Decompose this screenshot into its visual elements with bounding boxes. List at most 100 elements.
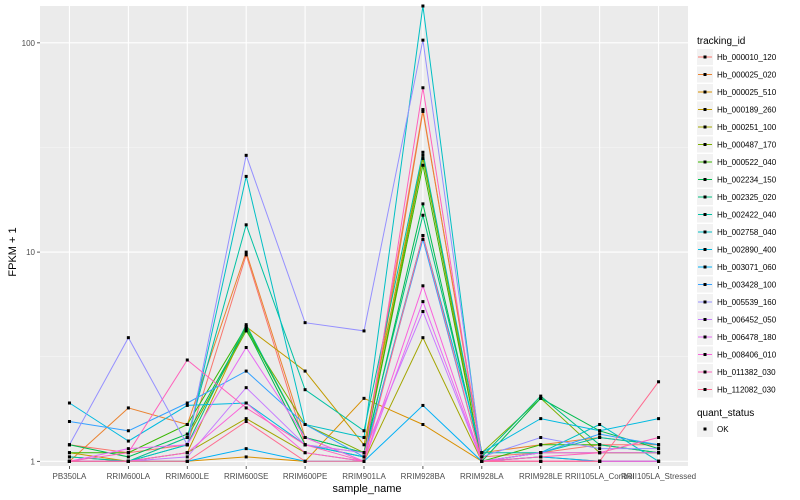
data-point	[244, 455, 248, 459]
data-point	[362, 451, 366, 455]
x-tick-label: RRII105LA_Control	[565, 472, 635, 481]
data-point	[126, 459, 130, 463]
legend-title: tracking_id	[697, 36, 745, 47]
legend-key-point	[703, 160, 707, 164]
legend-item-label: Hb_002758_040	[717, 228, 777, 237]
data-point	[657, 447, 661, 451]
data-point	[362, 459, 366, 463]
data-point	[657, 380, 661, 384]
data-point	[421, 403, 425, 407]
data-point	[244, 417, 248, 421]
data-point	[362, 429, 366, 433]
legend-item-label: Hb_000025_510	[717, 88, 777, 97]
x-tick-label: RRIM928BA	[401, 472, 446, 481]
legend-item-label: Hb_002234_150	[717, 176, 777, 185]
x-tick-label: PB350LA	[53, 472, 87, 481]
legend-key-point	[703, 178, 707, 181]
y-tick-label: 10	[26, 248, 35, 257]
data-point	[67, 459, 71, 463]
legend-item-label: Hb_005539_160	[717, 298, 777, 307]
data-point	[362, 435, 366, 439]
axes: 1 10 100 PB350LA RRIM600LA RRIM600LE RRIM600SE…	[22, 39, 696, 481]
data-point	[362, 329, 366, 333]
data-point	[67, 443, 71, 447]
data-point	[303, 321, 307, 325]
data-point	[126, 447, 130, 451]
data-point	[598, 432, 602, 436]
data-point	[244, 420, 248, 424]
data-point	[362, 455, 366, 459]
x-tick-label: RRIM928LA	[460, 472, 504, 481]
data-point	[185, 435, 189, 439]
legend-key-point	[703, 300, 707, 304]
x-axis-title: sample_name	[332, 483, 401, 495]
data-point	[421, 284, 425, 288]
legend-item-label: Hb_112082_030	[717, 386, 776, 395]
data-point	[126, 455, 130, 459]
legend-key-point	[703, 318, 707, 321]
data-point	[421, 150, 425, 154]
data-point	[244, 329, 248, 333]
data-point	[598, 435, 602, 439]
data-point	[421, 153, 425, 157]
data-point	[67, 455, 71, 459]
data-point	[303, 422, 307, 426]
data-point	[126, 406, 130, 410]
data-point	[421, 157, 425, 161]
data-point	[185, 422, 189, 426]
data-point	[244, 386, 248, 390]
x-tick-label: RRIM600PE	[283, 472, 327, 481]
data-point	[244, 327, 248, 331]
x-tick-label: RRIM600LA	[107, 472, 151, 481]
data-point	[598, 451, 602, 455]
data-point	[185, 432, 189, 436]
data-point	[244, 447, 248, 451]
data-point	[598, 459, 602, 463]
data-point	[421, 213, 425, 217]
legend-key-point	[703, 265, 707, 269]
data-point	[126, 429, 130, 433]
data-point	[598, 422, 602, 426]
data-point	[126, 336, 130, 340]
legend-item-label: Hb_008406_010	[717, 351, 777, 360]
data-point	[303, 443, 307, 447]
legend-key-point	[703, 388, 707, 391]
legend: tracking_id Hb_000010_120 Hb_000025_020 Hb…	[697, 36, 777, 398]
data-point	[67, 451, 71, 455]
data-point	[539, 417, 543, 421]
data-point	[598, 443, 602, 447]
legend-key-point	[703, 125, 707, 129]
data-point	[244, 153, 248, 157]
data-points	[67, 4, 661, 463]
legend-key-point	[703, 213, 707, 216]
data-point	[67, 420, 71, 424]
data-point	[67, 401, 71, 405]
data-point	[244, 223, 248, 227]
data-point	[421, 336, 425, 340]
shape-legend-label: OK	[717, 425, 729, 434]
data-point	[657, 417, 661, 421]
legend-item-label: Hb_000522_040	[717, 158, 777, 167]
legend-key-point	[703, 283, 707, 286]
data-point	[480, 455, 484, 459]
data-point	[421, 4, 425, 8]
legend-key-point	[703, 248, 707, 251]
shape-legend: quant_status OK	[697, 408, 754, 437]
data-point	[244, 401, 248, 405]
shape-legend-key-point	[703, 427, 707, 431]
legend-key-point	[703, 143, 707, 146]
data-point	[539, 396, 543, 400]
x-tick-label: RRIM901LA	[342, 472, 386, 481]
legend-item-label: Hb_003071_060	[717, 263, 777, 272]
data-point	[185, 455, 189, 459]
data-point	[539, 394, 543, 398]
data-point	[244, 345, 248, 349]
legend-key-point	[703, 335, 707, 339]
legend-item-label: Hb_002890_400	[717, 246, 777, 255]
data-point	[539, 451, 543, 455]
data-point	[421, 86, 425, 90]
data-point	[185, 459, 189, 463]
data-point	[185, 443, 189, 447]
data-point	[244, 253, 248, 257]
data-point	[362, 443, 366, 447]
